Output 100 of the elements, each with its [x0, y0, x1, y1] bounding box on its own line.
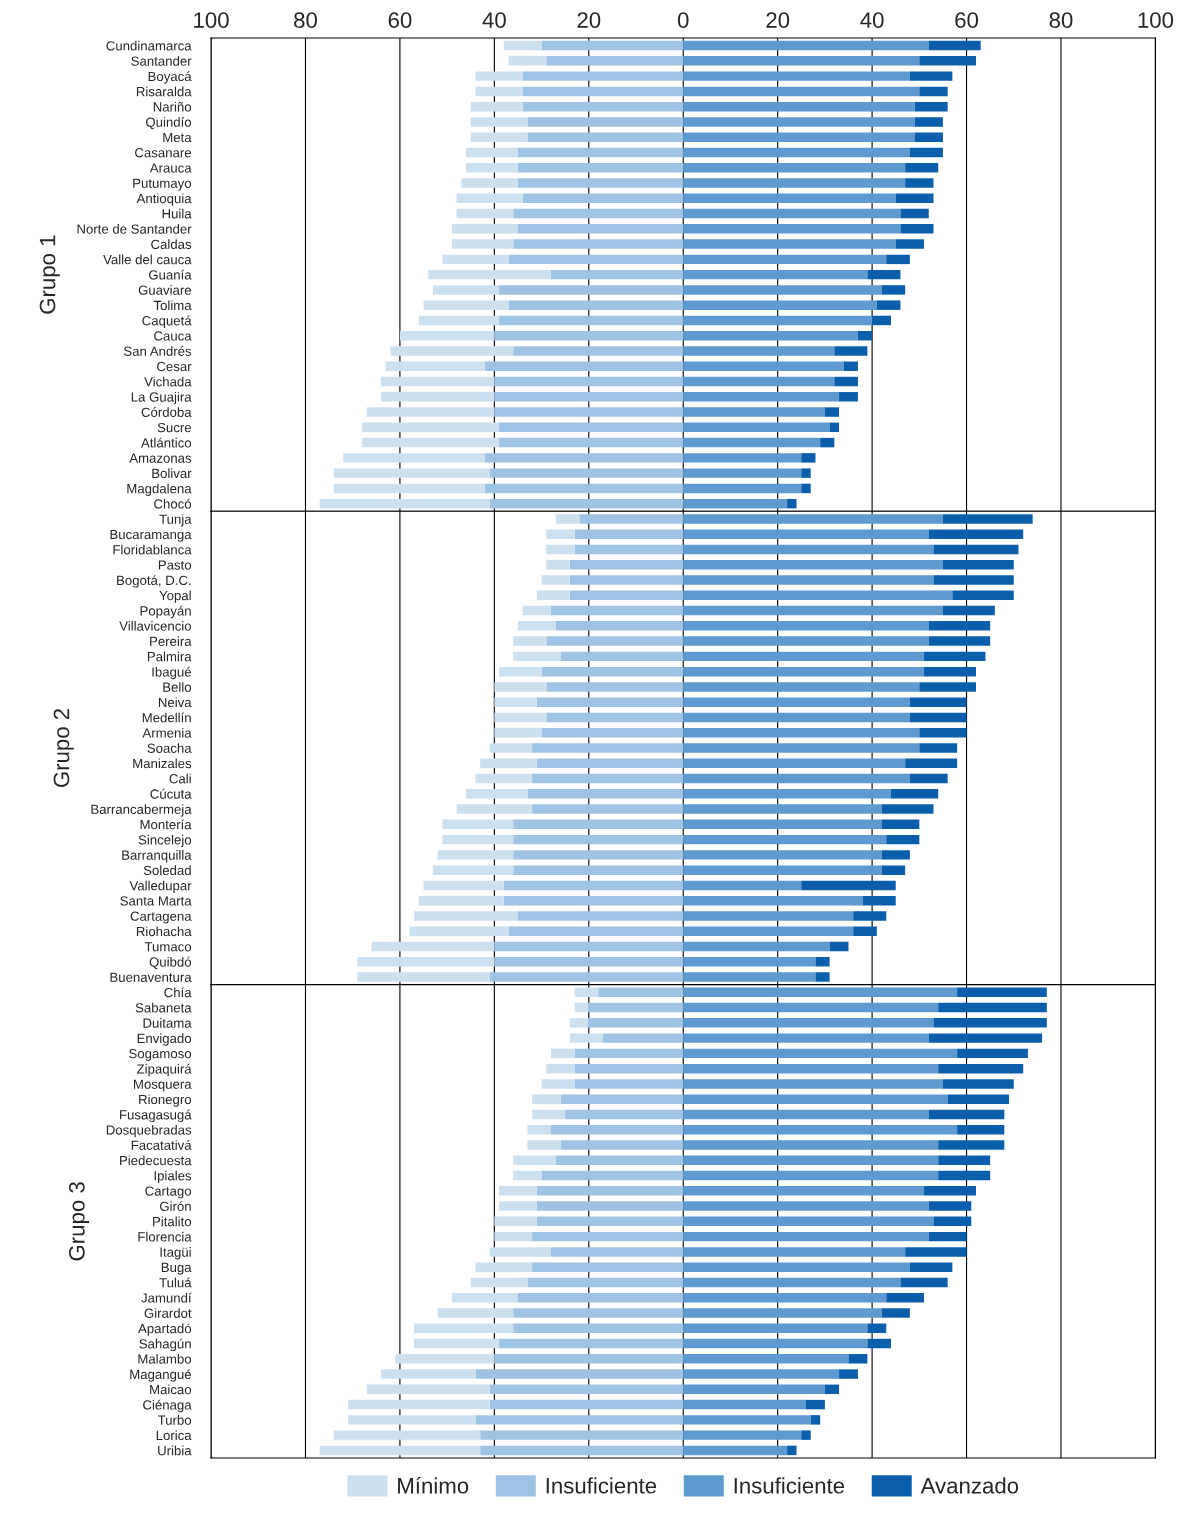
- y-tick-label: Uribia: [158, 1445, 192, 1456]
- bar: [683, 254, 887, 265]
- bar: [683, 590, 953, 601]
- bar: [683, 315, 873, 326]
- bar: [499, 437, 684, 448]
- y-tick-label: Valle del cauca: [103, 254, 192, 265]
- y-tick-label: Neiva: [158, 697, 192, 708]
- bar: [517, 1292, 684, 1303]
- bar: [683, 1033, 929, 1043]
- y-tick-label: Apartadó: [138, 1323, 192, 1336]
- bar: [414, 1323, 514, 1333]
- y-tick-label: Floridablanca: [113, 544, 192, 555]
- x-tick-label: 20: [766, 12, 790, 28]
- bar: [683, 712, 910, 723]
- bar: [513, 1323, 684, 1333]
- bar: [513, 865, 684, 875]
- bar: [683, 957, 816, 967]
- bar: [551, 1247, 684, 1257]
- bar: [683, 361, 844, 371]
- bar: [683, 71, 910, 81]
- bar: [517, 163, 684, 173]
- y-tick-label: Putumayo: [133, 178, 192, 191]
- bar: [513, 1308, 684, 1318]
- bar: [924, 651, 986, 662]
- bar: [466, 163, 518, 173]
- bar: [683, 163, 906, 173]
- bar: [456, 193, 523, 204]
- bar: [423, 880, 504, 891]
- y-tick-label: Tuluá: [159, 1277, 192, 1288]
- bar: [489, 468, 684, 478]
- x-tick-label: 80: [294, 12, 317, 28]
- bar: [494, 727, 542, 738]
- bar: [938, 1170, 991, 1181]
- bar: [900, 224, 934, 234]
- bar: [513, 1170, 542, 1181]
- bar: [541, 575, 570, 585]
- bar: [683, 1048, 958, 1059]
- y-tick-label: Magdalena: [127, 483, 192, 496]
- bar: [532, 1094, 561, 1104]
- bar: [683, 621, 929, 631]
- bar: [395, 1354, 495, 1364]
- bar: [900, 1277, 948, 1288]
- bar: [333, 468, 490, 478]
- y-tick-label: Girón: [160, 1201, 191, 1211]
- bar: [683, 1140, 939, 1150]
- y-tick-label: Sincelejo: [138, 834, 192, 848]
- bar: [508, 300, 684, 310]
- bar: [683, 789, 891, 799]
- x-tick-label: 0: [677, 12, 689, 28]
- bar: [683, 865, 882, 875]
- y-tick-label: Pasto: [158, 560, 192, 570]
- bar: [801, 453, 816, 463]
- y-tick-label: Florencia: [138, 1231, 192, 1242]
- bar: [503, 40, 542, 51]
- bar: [683, 86, 920, 97]
- bar: [938, 1140, 1005, 1150]
- bar: [905, 178, 934, 188]
- y-tick-label: Villavicencio: [119, 621, 192, 631]
- bar: [683, 117, 915, 127]
- bar: [541, 727, 684, 738]
- y-tick-label: Sabaneta: [135, 1002, 192, 1013]
- bar: [546, 1063, 575, 1074]
- bar: [522, 193, 684, 204]
- bar: [881, 285, 906, 295]
- bar: [806, 1399, 825, 1410]
- bar: [437, 1308, 514, 1318]
- bar: [919, 56, 976, 66]
- y-tick-label: Meta: [163, 132, 192, 143]
- y-tick-label: Riohacha: [136, 926, 192, 937]
- bar: [499, 1201, 537, 1211]
- bar: [895, 239, 925, 249]
- bar: [839, 1369, 858, 1379]
- bar: [683, 605, 943, 616]
- legend-label: Insuficiente: [546, 1477, 657, 1494]
- y-tick-label: Barrancabermeja: [91, 804, 192, 817]
- bar: [470, 132, 528, 142]
- bar: [418, 315, 500, 326]
- bar: [475, 86, 523, 97]
- bar: [683, 682, 920, 692]
- y-tick-label: Huila: [162, 208, 192, 219]
- bar: [683, 56, 920, 66]
- bar: [466, 789, 528, 799]
- y-tick-label: Risaralda: [136, 86, 192, 97]
- bar: [494, 957, 684, 967]
- bar: [508, 56, 547, 66]
- bar: [683, 1063, 939, 1074]
- bar: [536, 1216, 684, 1227]
- bar: [895, 193, 934, 204]
- bar: [683, 40, 929, 51]
- bar: [820, 437, 835, 448]
- bar: [423, 300, 509, 310]
- bar: [551, 269, 684, 280]
- bar: [569, 575, 684, 585]
- bar: [683, 636, 929, 646]
- bar: [933, 1018, 1047, 1028]
- bar: [347, 1415, 476, 1425]
- bar: [829, 422, 840, 433]
- bar: [536, 1201, 684, 1211]
- bar: [815, 957, 830, 967]
- bar: [683, 895, 863, 906]
